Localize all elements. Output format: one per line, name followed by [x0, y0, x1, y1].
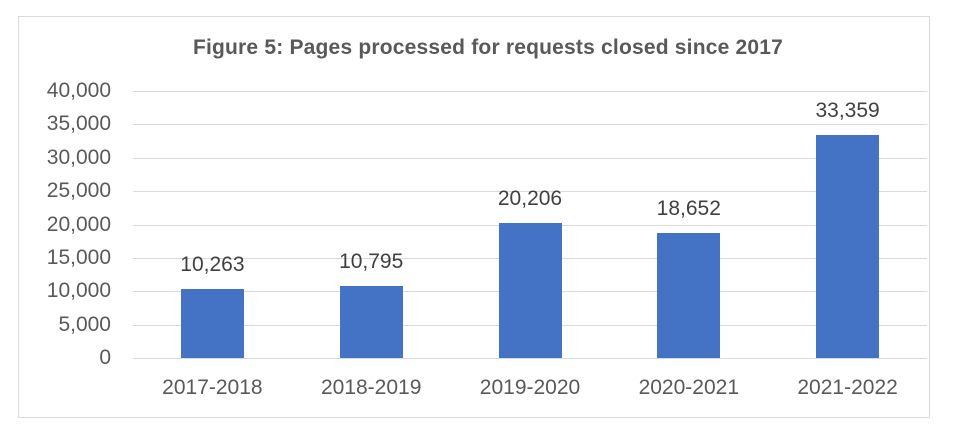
gridline: [133, 358, 927, 359]
chart-frame: [18, 16, 930, 418]
y-tick-label: 15,000: [46, 245, 111, 269]
x-tick-label: 2017-2018: [162, 376, 263, 399]
y-tick-label: 25,000: [46, 179, 111, 203]
data-label: 10,263: [180, 253, 245, 277]
data-label: 33,359: [815, 99, 880, 123]
x-tick-label: 2020-2021: [638, 376, 740, 399]
gridline: [133, 157, 927, 159]
gridline: [133, 91, 927, 92]
y-tick-label: 5,000: [58, 312, 111, 336]
x-tick-label: 2021-2022: [797, 376, 898, 399]
y-tick-label: 40,000: [46, 79, 111, 102]
data-label: 20,206: [497, 187, 563, 211]
bar-2018-2019: [339, 285, 403, 358]
y-tick-label: 10,000: [46, 279, 111, 303]
y-tick-label: 20,000: [46, 212, 111, 236]
y-tick-label: 35,000: [46, 112, 111, 136]
y-tick-label: 30,000: [46, 145, 111, 169]
data-label: 18,652: [656, 197, 721, 221]
data-label: 10,795: [339, 249, 404, 273]
gridline: [133, 191, 927, 193]
x-tick-label: 2018-2019: [320, 376, 422, 399]
y-tick-label: 0: [99, 346, 111, 369]
bar-2019-2020: [498, 223, 562, 358]
x-tick-label: 2019-2020: [479, 376, 581, 399]
bar-2020-2021: [657, 233, 721, 358]
gridline: [133, 124, 927, 126]
bar-2021-2022: [816, 135, 880, 358]
chart-title: Figure 5: Pages processed for requests c…: [192, 36, 784, 59]
bar-2017-2018: [180, 289, 244, 358]
